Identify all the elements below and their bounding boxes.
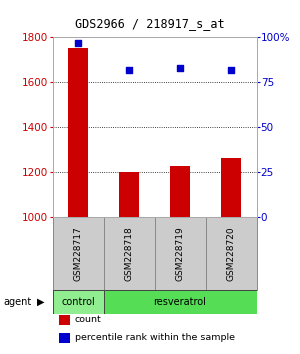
Bar <box>68 48 88 217</box>
Bar <box>58 333 70 343</box>
Text: GSM228719: GSM228719 <box>176 226 184 281</box>
Point <box>127 67 131 73</box>
Bar <box>170 166 190 217</box>
Bar <box>58 315 70 325</box>
Bar <box>221 158 241 217</box>
Bar <box>52 290 104 314</box>
Text: GSM228717: GSM228717 <box>74 226 82 281</box>
Text: agent: agent <box>3 297 31 307</box>
Point <box>178 65 182 71</box>
Point <box>76 40 80 45</box>
Text: GSM228720: GSM228720 <box>226 226 236 281</box>
Text: GSM228718: GSM228718 <box>124 226 134 281</box>
Text: GDS2966 / 218917_s_at: GDS2966 / 218917_s_at <box>75 17 225 30</box>
Bar <box>119 172 139 217</box>
Point <box>229 67 233 73</box>
Text: count: count <box>75 315 102 324</box>
Text: ▶: ▶ <box>37 297 44 307</box>
Bar <box>103 290 256 314</box>
Text: resveratrol: resveratrol <box>154 297 206 307</box>
Text: percentile rank within the sample: percentile rank within the sample <box>75 333 235 342</box>
Text: control: control <box>61 297 95 307</box>
